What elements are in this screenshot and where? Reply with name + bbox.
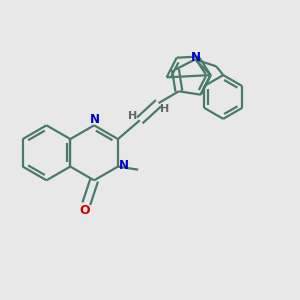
Text: O: O [80, 204, 90, 217]
Text: N: N [119, 159, 129, 172]
Text: H: H [128, 111, 138, 121]
Text: N: N [90, 113, 100, 126]
Text: H: H [160, 104, 169, 114]
Text: N: N [191, 51, 201, 64]
